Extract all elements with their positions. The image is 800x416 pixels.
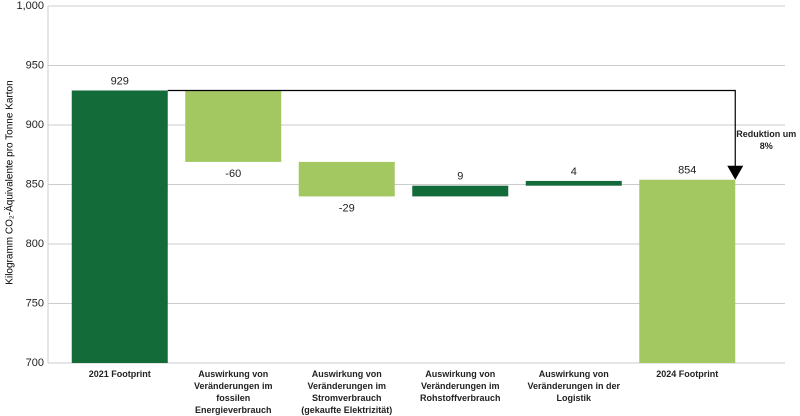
y-tick-label: 900 bbox=[26, 119, 44, 131]
value-label: 929 bbox=[111, 75, 129, 87]
y-tick-label: 850 bbox=[26, 178, 44, 190]
x-tick-label: 2021 Footprint bbox=[88, 369, 151, 379]
bar bbox=[639, 179, 736, 363]
y-tick-label: 800 bbox=[26, 238, 44, 250]
bar bbox=[71, 90, 168, 364]
value-label: -60 bbox=[225, 168, 241, 180]
bar bbox=[525, 180, 622, 186]
y-tick-label: 750 bbox=[26, 297, 44, 309]
arrow-head bbox=[727, 165, 744, 180]
x-tick-label: 2024 Footprint bbox=[656, 369, 719, 379]
value-label: 854 bbox=[678, 165, 696, 177]
bar bbox=[298, 161, 395, 197]
value-label: 9 bbox=[457, 171, 463, 183]
connector bbox=[167, 89, 736, 168]
y-axis-label: Kilogramm CO₂-Äquivalente pro Tonne Kart… bbox=[4, 80, 16, 285]
y-tick-label: 1,000 bbox=[16, 0, 44, 12]
bar bbox=[185, 90, 282, 162]
x-tick-label: Auswirkung von Veränderungen im fossilen… bbox=[193, 369, 273, 415]
y-tick-label: 700 bbox=[26, 357, 44, 369]
value-label: 4 bbox=[571, 166, 577, 178]
y-tick-label: 950 bbox=[26, 59, 44, 71]
x-tick-label: Auswirkung von Veränderungen im Rohstoff… bbox=[419, 369, 501, 403]
x-tick-label: Auswirkung von Veränderungen in der Logi… bbox=[527, 369, 621, 403]
annotation: Reduktion um 8% bbox=[736, 129, 797, 152]
bar bbox=[412, 185, 509, 197]
x-tick-label: Auswirkung von Veränderungen im Stromver… bbox=[301, 369, 393, 415]
value-label: -29 bbox=[339, 202, 355, 214]
